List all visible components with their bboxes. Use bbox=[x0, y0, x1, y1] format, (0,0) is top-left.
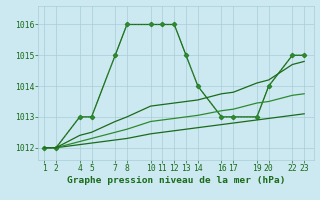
X-axis label: Graphe pression niveau de la mer (hPa): Graphe pression niveau de la mer (hPa) bbox=[67, 176, 285, 185]
